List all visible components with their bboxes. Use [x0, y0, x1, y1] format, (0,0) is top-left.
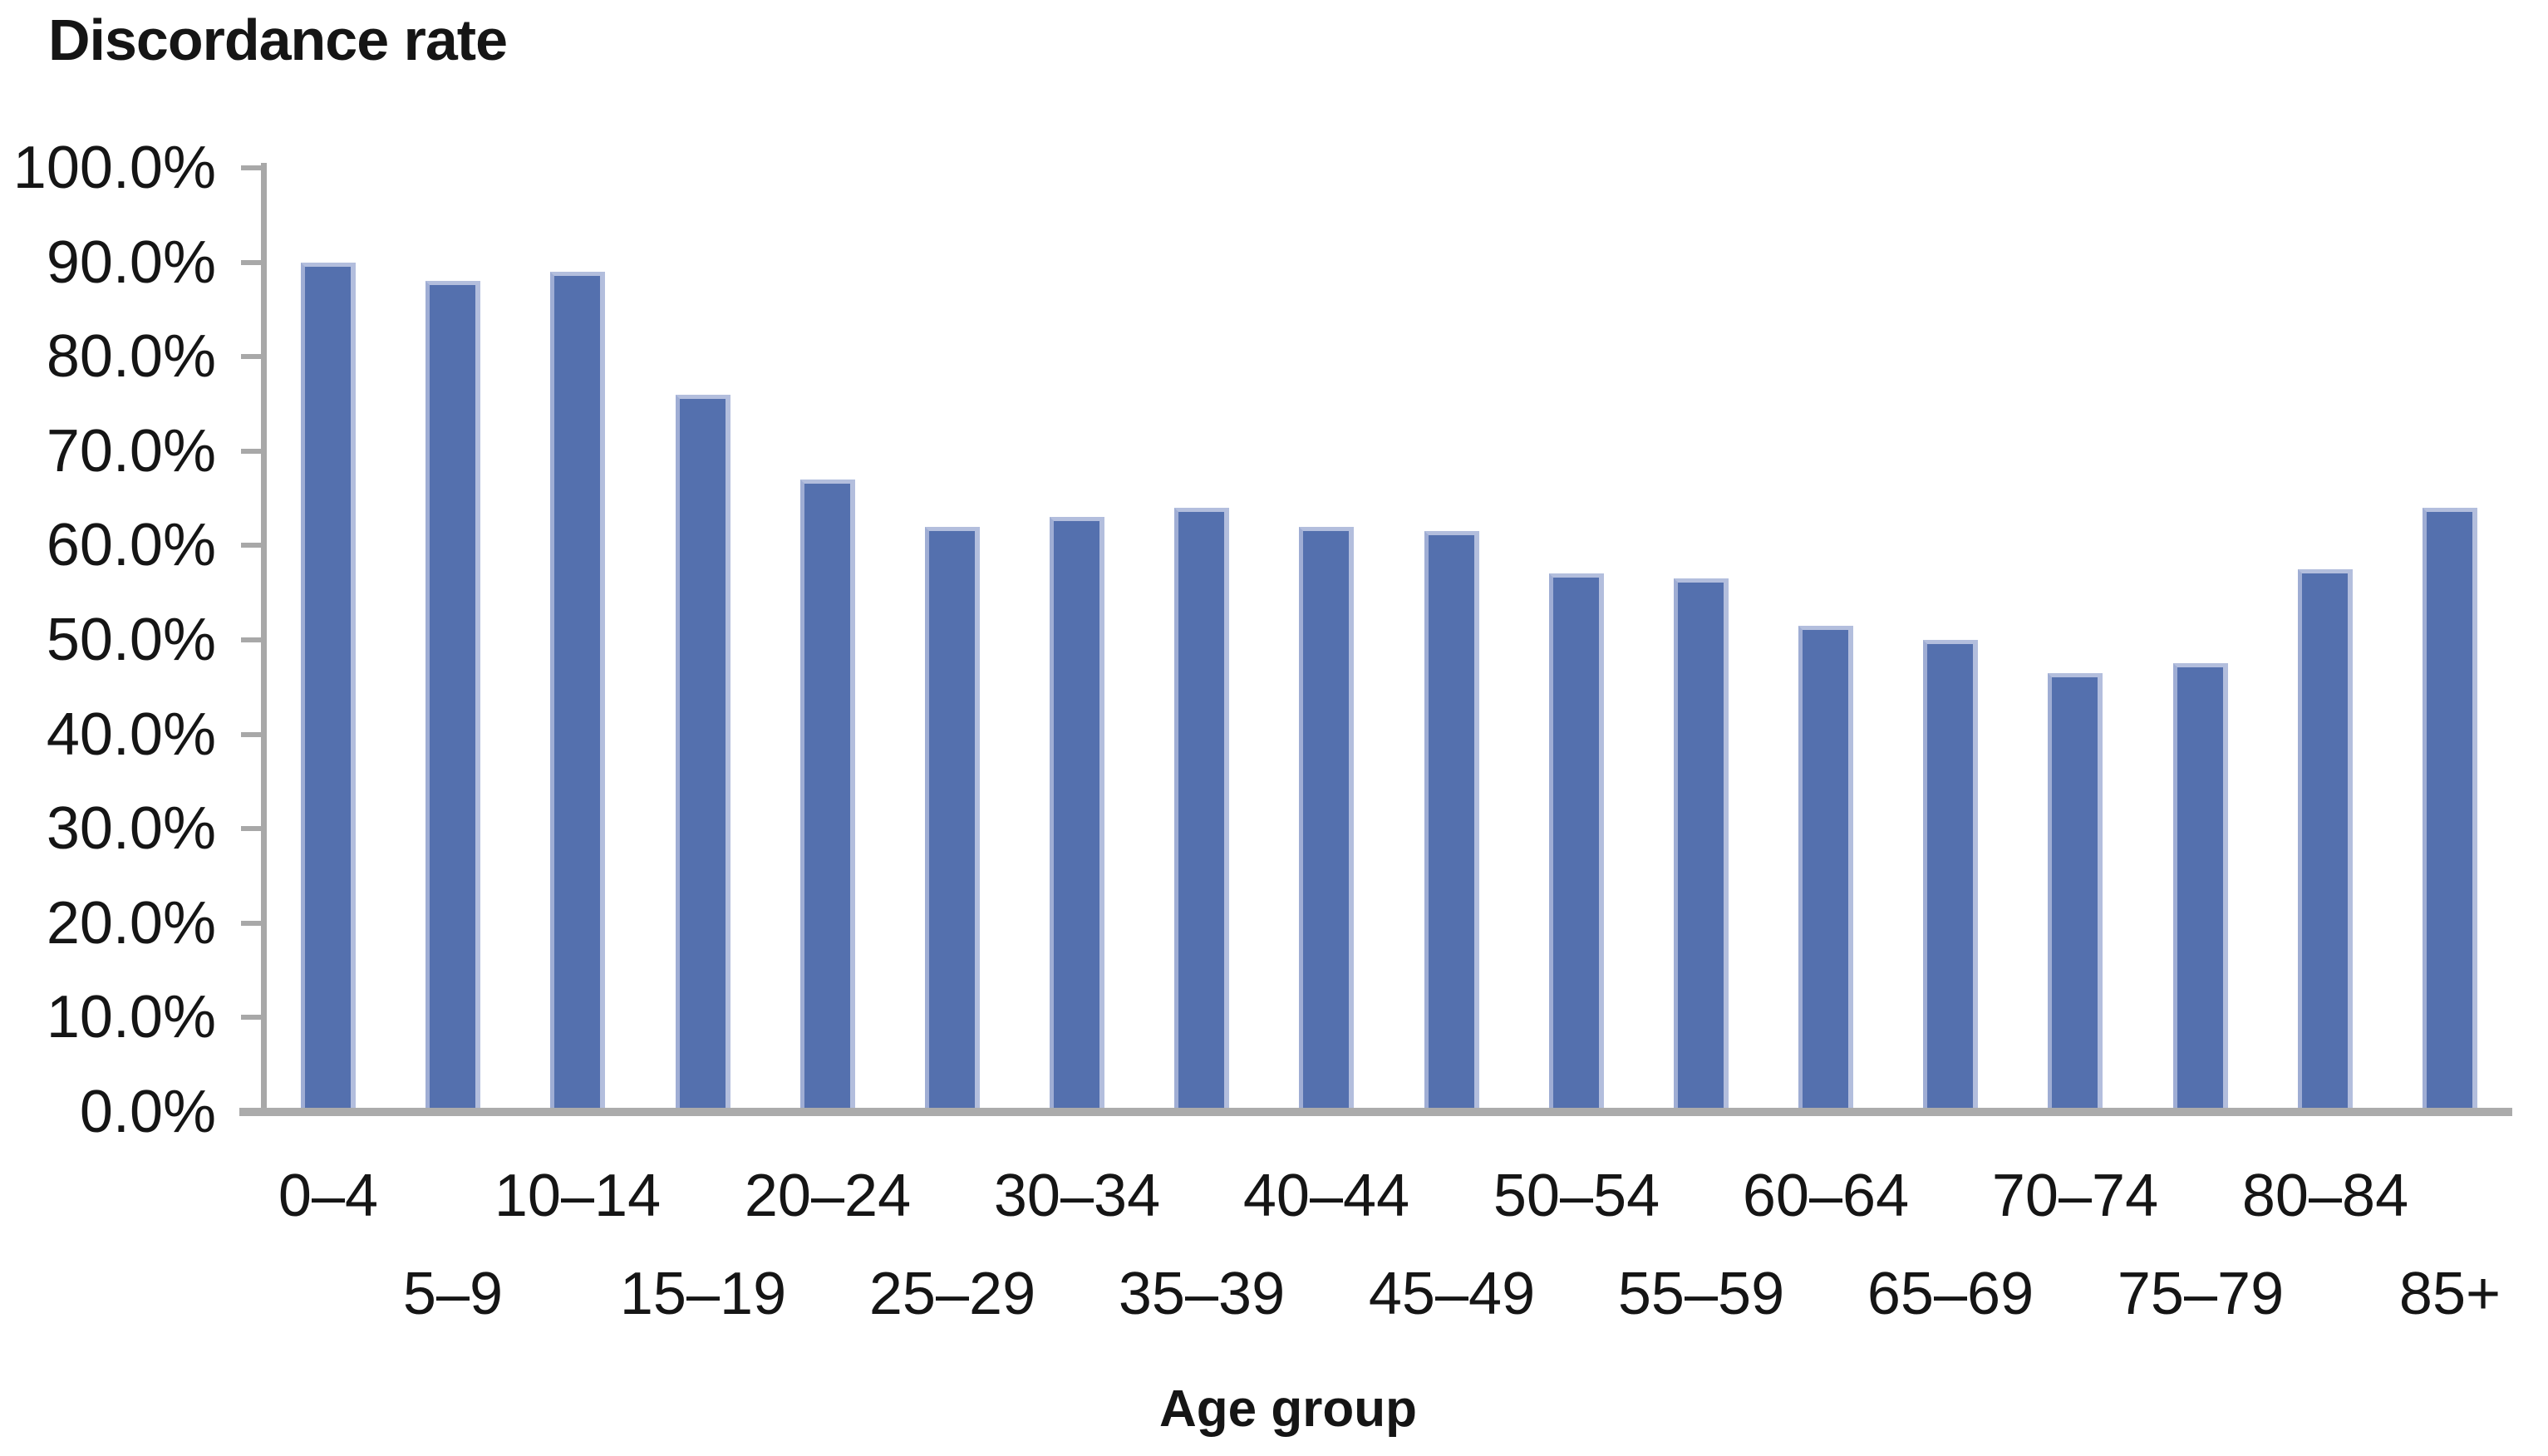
- x-tick-label: 40–44: [1242, 1163, 1410, 1229]
- bar: [2048, 673, 2103, 1112]
- y-tick-mark: [241, 165, 264, 170]
- y-tick-label: 10.0%: [46, 984, 216, 1051]
- x-tick-label: 35–39: [1118, 1261, 1286, 1327]
- bar: [425, 281, 480, 1112]
- x-tick-label: 50–54: [1493, 1163, 1660, 1229]
- x-axis-line: [239, 1108, 2512, 1116]
- bar: [800, 480, 855, 1112]
- x-tick-label: 10–14: [494, 1163, 662, 1229]
- x-tick-label: 0–4: [278, 1163, 379, 1229]
- y-axis-line: [261, 163, 267, 1116]
- y-tick-mark: [241, 354, 264, 360]
- y-tick-mark: [241, 637, 264, 642]
- bar: [1674, 578, 1729, 1112]
- x-tick-label: 75–79: [2117, 1261, 2285, 1327]
- bar: [1174, 508, 1229, 1112]
- y-tick-mark: [241, 731, 264, 737]
- y-tick-mark: [241, 543, 264, 548]
- x-axis-title: Age group: [1159, 1380, 1417, 1438]
- y-tick-label: 80.0%: [46, 323, 216, 391]
- y-tick-label: 0.0%: [79, 1079, 216, 1145]
- x-tick-label: 70–74: [1991, 1163, 2159, 1229]
- x-tick-label: 65–69: [1867, 1261, 2034, 1327]
- bar: [2298, 569, 2353, 1112]
- y-tick-label: 50.0%: [46, 607, 216, 673]
- x-tick-label: 5–9: [402, 1261, 504, 1327]
- bar: [2423, 508, 2477, 1112]
- x-tick-label: 55–59: [1617, 1261, 1785, 1327]
- bar: [1299, 527, 1354, 1112]
- y-tick-label: 90.0%: [46, 229, 216, 296]
- y-tick-label: 40.0%: [46, 701, 216, 768]
- x-tick-label: 80–84: [2241, 1163, 2409, 1229]
- bar: [1923, 640, 1978, 1112]
- y-tick-label: 30.0%: [46, 795, 216, 863]
- y-tick-label: 60.0%: [46, 512, 216, 579]
- x-tick-label: 25–29: [868, 1261, 1036, 1327]
- bar: [1549, 573, 1604, 1112]
- y-tick-mark: [241, 1015, 264, 1021]
- y-tick-mark: [241, 920, 264, 926]
- y-tick-mark: [241, 826, 264, 832]
- bar: [1798, 626, 1853, 1112]
- y-tick-label: 100.0%: [12, 135, 216, 201]
- x-tick-label: 30–34: [993, 1163, 1161, 1229]
- x-tick-label: 85+: [2398, 1261, 2501, 1327]
- y-tick-label: 70.0%: [46, 417, 216, 485]
- x-tick-label: 60–64: [1742, 1163, 1910, 1229]
- bar: [1050, 517, 1104, 1112]
- bar: [2173, 663, 2228, 1112]
- bar: [301, 263, 356, 1112]
- y-tick-mark: [241, 259, 264, 265]
- x-tick-label: 45–49: [1368, 1261, 1536, 1327]
- x-tick-label: 20–24: [744, 1163, 912, 1229]
- bar: [925, 527, 980, 1112]
- bar: [1424, 531, 1479, 1112]
- bar: [676, 395, 730, 1112]
- chart-title: Discordance rate: [48, 7, 508, 72]
- bar: [550, 272, 605, 1112]
- y-tick-mark: [241, 448, 264, 454]
- x-tick-label: 15–19: [619, 1261, 787, 1327]
- y-tick-label: 20.0%: [46, 889, 216, 957]
